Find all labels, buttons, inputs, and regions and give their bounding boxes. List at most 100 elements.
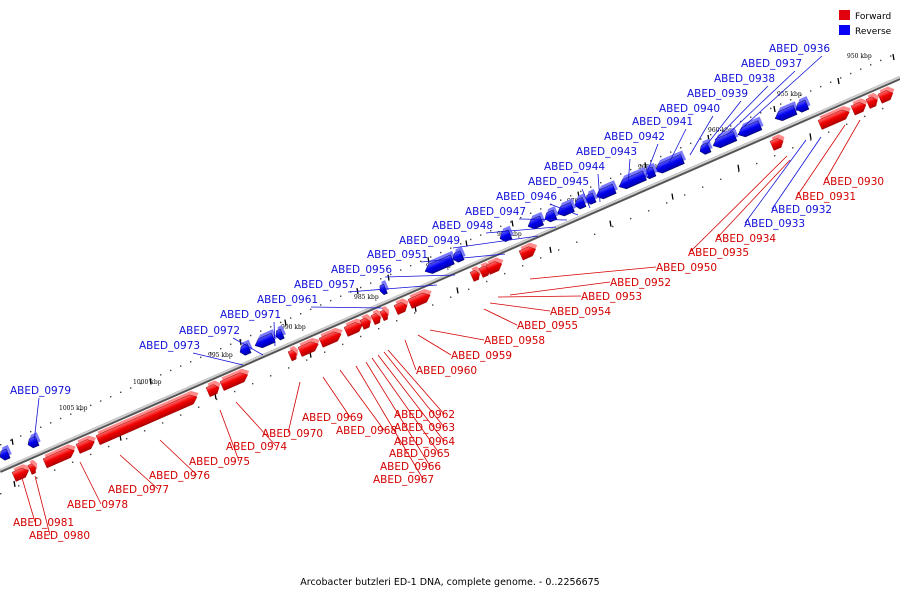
lower-scale-dot (558, 249, 560, 251)
gene-label-abed-0976: ABED_0976 (149, 470, 210, 482)
lower-scale-dot (414, 312, 416, 314)
kbp-tick-label: 955 kbp (777, 91, 802, 98)
upper-scale-dot (640, 164, 642, 166)
gene-label-abed-0951: ABED_0951 (367, 249, 428, 261)
lower-scale-dot (540, 257, 542, 259)
lower-scale-dot (288, 367, 290, 369)
upper-tick-mark (465, 240, 468, 247)
leader-line (529, 266, 657, 280)
forward-gene-block (817, 105, 851, 130)
leader-line (549, 203, 579, 216)
kbp-tick-label: 1005 kbp (59, 405, 88, 412)
leader-line (159, 439, 198, 476)
upper-scale-dot (850, 72, 852, 75)
forward-gene-block (42, 444, 76, 469)
leader-line (452, 235, 539, 249)
upper-scale-dot (120, 391, 122, 393)
upper-scale-dot (110, 395, 112, 398)
leader-line (509, 281, 611, 296)
lower-scale-dot (144, 430, 146, 432)
upper-scale-dot (870, 64, 872, 66)
lower-scale-dot (846, 123, 848, 125)
gene-label-abed-0981: ABED_0981 (13, 517, 74, 529)
legend-forward-swatch (839, 10, 850, 20)
upper-scale-dot (490, 230, 492, 232)
upper-scale-dot (820, 85, 822, 88)
gene-label-abed-0966: ABED_0966 (380, 461, 441, 473)
gene-label-abed-0963: ABED_0963 (394, 422, 455, 434)
leader-line (497, 295, 582, 298)
forward-gene-block (287, 346, 298, 362)
upper-scale-dot (590, 186, 592, 188)
lower-scale-dot (738, 170, 740, 173)
leader-line (644, 143, 659, 179)
forward-gene-block (95, 390, 199, 446)
upper-scale-dot (790, 99, 792, 101)
upper-scale-dot (560, 199, 562, 201)
forward-gene-block (318, 327, 343, 348)
leader-line (404, 339, 417, 371)
upper-scale-dot (160, 374, 162, 376)
gene-label-abed-0948: ABED_0948 (432, 220, 493, 232)
reverse-gene-block (618, 166, 649, 190)
upper-tick-mark (892, 53, 895, 61)
lower-scale-dot (756, 162, 758, 165)
lower-scale-dot (270, 375, 272, 377)
gene-label-abed-0979: ABED_0979 (10, 385, 71, 397)
upper-scale-dot (520, 216, 522, 219)
forward-gene-block (359, 314, 372, 330)
upper-scale-dot (340, 295, 342, 297)
upper-scale-dot (800, 94, 802, 97)
upper-scale-dot (370, 282, 372, 284)
gene-label-abed-0932: ABED_0932 (771, 204, 832, 216)
reverse-gene-block (795, 96, 811, 113)
lower-scale-dot (648, 210, 650, 212)
gene-label-abed-0967: ABED_0967 (373, 474, 434, 486)
reverse-gene-block (254, 329, 277, 349)
gene-label-abed-0930: ABED_0930 (823, 176, 884, 188)
upper-scale-dot (130, 387, 132, 389)
lower-scale-dot (450, 296, 452, 298)
leader-line (339, 369, 385, 431)
upper-scale-dot (470, 238, 472, 241)
leader-line (33, 397, 40, 443)
upper-scale-dot (30, 430, 32, 433)
leader-line (824, 119, 861, 182)
upper-tick-mark (387, 274, 390, 281)
upper-scale-dot (750, 116, 752, 118)
upper-scale-dot (630, 168, 632, 171)
upper-scale-dot (280, 321, 282, 324)
lower-scale-dot (378, 327, 380, 330)
gene-label-abed-0942: ABED_0942 (604, 131, 665, 143)
upper-scale-dot (180, 365, 182, 367)
upper-scale-dot (660, 155, 662, 158)
gene-label-abed-0969: ABED_0969 (302, 412, 363, 424)
gene-label-abed-0980: ABED_0980 (29, 530, 90, 542)
gene-label-abed-0962: ABED_0962 (394, 409, 455, 421)
upper-scale-dot (380, 278, 382, 280)
gene-label-abed-0934: ABED_0934 (715, 233, 776, 245)
reverse-gene-block (452, 246, 466, 263)
upper-scale-dot (220, 347, 222, 350)
lower-scale-dot (342, 343, 344, 346)
lower-scale-dot (630, 217, 632, 220)
upper-scale-dot (290, 317, 292, 319)
leader-line (192, 352, 244, 366)
leader-line (235, 401, 277, 447)
lower-scale-dot (684, 194, 686, 196)
lower-tick-mark (13, 480, 16, 487)
lower-scale-dot (162, 422, 164, 424)
upper-scale-dot (830, 81, 832, 83)
upper-scale-dot (390, 273, 392, 276)
leader-line (627, 158, 631, 187)
upper-scale-dot (310, 308, 312, 311)
gene-label-abed-0935: ABED_0935 (688, 247, 749, 259)
upper-scale-dot (50, 422, 52, 424)
upper-scale-dot (40, 426, 42, 428)
lower-scale-dot (882, 107, 884, 110)
leader-line (744, 139, 807, 224)
leader-line (355, 365, 424, 480)
lower-scale-dot (486, 280, 488, 283)
leader-line (771, 136, 822, 210)
lower-scale-dot (72, 461, 74, 463)
